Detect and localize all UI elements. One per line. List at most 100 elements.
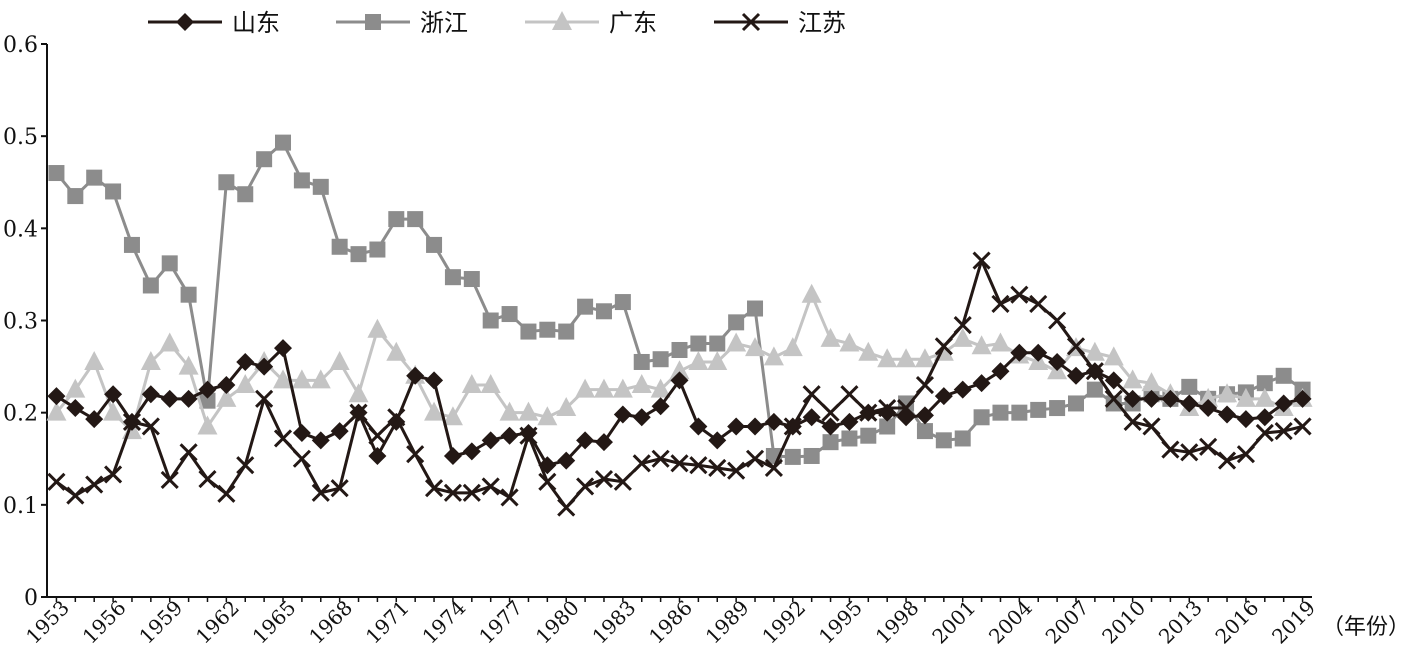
data-point-triangle — [291, 369, 312, 389]
data-point-triangle — [1198, 387, 1219, 407]
data-point-x — [160, 470, 179, 490]
data-point-square — [935, 432, 952, 449]
data-point-triangle — [990, 332, 1011, 352]
data-point-triangle — [688, 350, 709, 370]
data-point-square — [1256, 375, 1273, 392]
data-point-square — [633, 353, 650, 370]
data-point-diamond — [1199, 399, 1218, 418]
data-point-x — [953, 316, 972, 335]
data-point-x — [198, 469, 217, 489]
data-point-x — [1274, 422, 1293, 441]
series-layer — [46, 134, 1313, 517]
data-point-triangle — [971, 335, 992, 355]
x-tick-label: 1977 — [474, 596, 527, 649]
data-point-triangle — [1217, 383, 1238, 403]
data-point-square — [388, 211, 405, 228]
data-point-diamond — [840, 412, 859, 431]
series-2 — [46, 283, 1313, 440]
data-point-diamond — [179, 389, 198, 408]
x-tick-label: 1974 — [418, 596, 471, 649]
y-tick-label: 0.5 — [3, 125, 38, 150]
data-point-diamond — [1274, 394, 1293, 413]
data-point-square — [86, 169, 103, 186]
data-point-x — [783, 417, 802, 436]
data-point-x — [1199, 437, 1218, 456]
data-point-square — [709, 335, 726, 352]
data-point-x — [443, 483, 462, 502]
data-point-x — [311, 483, 330, 502]
data-point-diamond — [425, 371, 444, 390]
data-point-triangle — [1141, 372, 1162, 392]
data-point-triangle — [896, 348, 917, 368]
legend-item: 浙江 — [336, 9, 468, 37]
data-point-diamond — [972, 374, 991, 393]
data-point-diamond — [689, 417, 708, 436]
legend: 山东 浙江 广东 江苏 — [148, 9, 846, 37]
data-point-triangle — [273, 369, 294, 389]
data-point-diamond — [1123, 389, 1142, 408]
data-point-diamond — [1066, 366, 1085, 385]
y-tick-label: 0.2 — [3, 402, 38, 427]
legend-label: 浙江 — [420, 9, 468, 37]
data-point-diamond — [746, 417, 765, 436]
data-point-triangle — [216, 387, 237, 407]
data-point-triangle — [424, 401, 445, 421]
data-point-x — [141, 417, 160, 436]
x-tick-label: 2010 — [1097, 596, 1150, 649]
series-3 — [47, 251, 1312, 517]
data-point-triangle — [1254, 387, 1275, 407]
data-point-triangle — [782, 337, 803, 357]
data-point-square — [728, 314, 745, 331]
data-point-x — [104, 465, 123, 484]
data-point-square — [275, 134, 292, 151]
data-point-triangle — [631, 374, 652, 394]
data-point-x — [1161, 440, 1180, 459]
data-point-diamond — [274, 339, 293, 358]
data-point-triangle — [480, 374, 501, 394]
data-point-diamond — [991, 362, 1010, 381]
x-tick-label: 1956 — [78, 596, 131, 649]
data-point-x — [255, 389, 274, 408]
data-point-diamond — [217, 376, 236, 395]
data-point-x — [387, 408, 406, 427]
data-point-square — [1049, 400, 1066, 417]
data-point-square — [407, 211, 424, 228]
x-tick-label: 2001 — [927, 596, 980, 649]
data-point-x — [557, 498, 576, 517]
legend-label: 山东 — [232, 9, 280, 37]
data-point-square — [48, 165, 65, 182]
data-point-diamond — [1048, 352, 1067, 371]
data-point-triangle — [103, 401, 124, 421]
data-point-square — [520, 323, 537, 340]
data-point-diamond — [330, 422, 349, 441]
data-point-diamond — [1161, 389, 1180, 408]
data-point-triangle — [877, 348, 898, 368]
data-point-diamond — [708, 431, 727, 450]
data-point-square — [1011, 404, 1028, 421]
x-axis-unit-label: （年份） — [1322, 615, 1410, 640]
data-point-triangle — [518, 401, 539, 421]
data-point-x — [764, 458, 783, 478]
data-point-square — [1067, 395, 1084, 412]
data-point-diamond — [557, 451, 576, 470]
data-point-x — [217, 484, 236, 503]
data-point-triangle — [914, 348, 935, 368]
data-point-square — [426, 236, 443, 253]
data-point-x — [1217, 451, 1237, 470]
data-point-x — [1123, 412, 1142, 431]
data-point-x — [1048, 311, 1067, 330]
data-point-square — [1275, 367, 1292, 384]
data-point-x — [349, 403, 368, 422]
data-point-x — [859, 403, 878, 422]
data-point-square — [690, 335, 707, 352]
legend-label: 广东 — [609, 9, 657, 37]
legend-item: 山东 — [148, 9, 280, 37]
data-point-square — [803, 447, 820, 464]
data-point-square — [652, 351, 669, 368]
data-point-diamond — [594, 433, 613, 452]
data-point-x — [613, 472, 632, 491]
data-point-x — [594, 469, 614, 489]
data-point-diamond — [613, 405, 632, 424]
x-tick-label: 1971 — [361, 596, 414, 649]
data-point-square — [256, 151, 273, 168]
